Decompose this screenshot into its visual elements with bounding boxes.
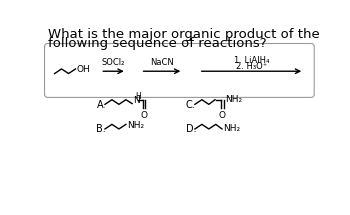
Text: N: N [133, 96, 140, 105]
Text: 1. LiAlH₄: 1. LiAlH₄ [234, 56, 269, 65]
FancyBboxPatch shape [44, 43, 314, 97]
Text: What is the major organic product of the: What is the major organic product of the [48, 28, 319, 41]
Text: O: O [140, 111, 147, 120]
Text: SOCl₂: SOCl₂ [102, 58, 125, 67]
Text: NH₂: NH₂ [127, 121, 144, 130]
Text: O: O [218, 111, 225, 120]
Text: following sequence of reactions?: following sequence of reactions? [48, 37, 266, 50]
Text: A.: A. [97, 100, 106, 110]
Text: NH₂: NH₂ [223, 124, 240, 134]
Text: 2. H₃O⁺: 2. H₃O⁺ [236, 62, 267, 71]
Text: C.: C. [186, 100, 195, 110]
Text: NaCN: NaCN [150, 58, 174, 67]
Text: D.: D. [186, 124, 196, 134]
Text: H: H [135, 92, 141, 101]
Text: NH₂: NH₂ [225, 95, 242, 104]
Text: B.: B. [97, 124, 106, 134]
Text: OH: OH [76, 65, 90, 74]
